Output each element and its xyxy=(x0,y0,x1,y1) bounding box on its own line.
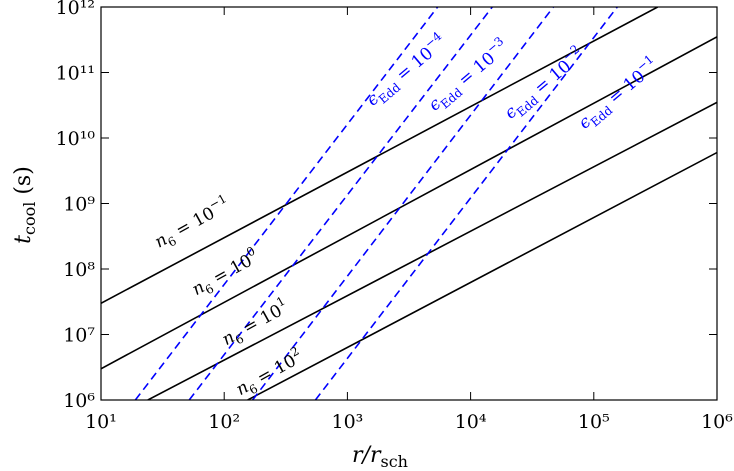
x-tick-label: 10⁴ xyxy=(455,411,487,433)
y-axis-label: tcool (s) xyxy=(11,166,39,244)
x-label-sub: sch xyxy=(380,452,407,471)
y-label-sub: cool xyxy=(20,202,39,235)
y-tick-label: 10¹¹ xyxy=(56,63,95,85)
series-line xyxy=(101,36,717,370)
y-tick-label: 10⁹ xyxy=(63,194,95,216)
y-tick-label: 10⁷ xyxy=(63,325,95,347)
series-line xyxy=(314,7,618,400)
y-tick-label: 10¹⁰ xyxy=(56,128,96,150)
series-line xyxy=(134,7,439,400)
x-axis-label: r/rsch xyxy=(352,443,408,471)
series-line xyxy=(147,101,717,400)
x-tick-label: 10² xyxy=(208,411,240,433)
x-tick-label: 10¹ xyxy=(85,411,117,433)
series-label: n6 = 100 xyxy=(187,244,264,303)
series-label: ϵEdd = 10−1 xyxy=(572,52,664,136)
series-line xyxy=(251,7,555,400)
series-line xyxy=(188,7,493,400)
y-tick-label: 10¹² xyxy=(56,0,95,19)
series-line xyxy=(101,7,659,304)
series-line xyxy=(247,151,717,400)
x-tick-label: 10⁵ xyxy=(578,411,610,433)
x-label-main: r/r xyxy=(352,443,382,468)
y-label-unit: (s) xyxy=(11,166,36,201)
plot-lines xyxy=(101,7,717,400)
y-tick-label: 10⁸ xyxy=(63,259,95,281)
label-text: = 10 xyxy=(205,251,256,291)
x-tick-label: 10⁶ xyxy=(701,411,733,433)
series-label: n6 = 10−1 xyxy=(149,191,235,255)
x-tick-label: 10³ xyxy=(332,411,364,433)
y-tick-label: 10⁶ xyxy=(63,390,95,412)
label-text: = 10 xyxy=(168,203,219,243)
series-label: n6 = 102 xyxy=(231,344,308,403)
y-label-main: t xyxy=(11,235,36,244)
